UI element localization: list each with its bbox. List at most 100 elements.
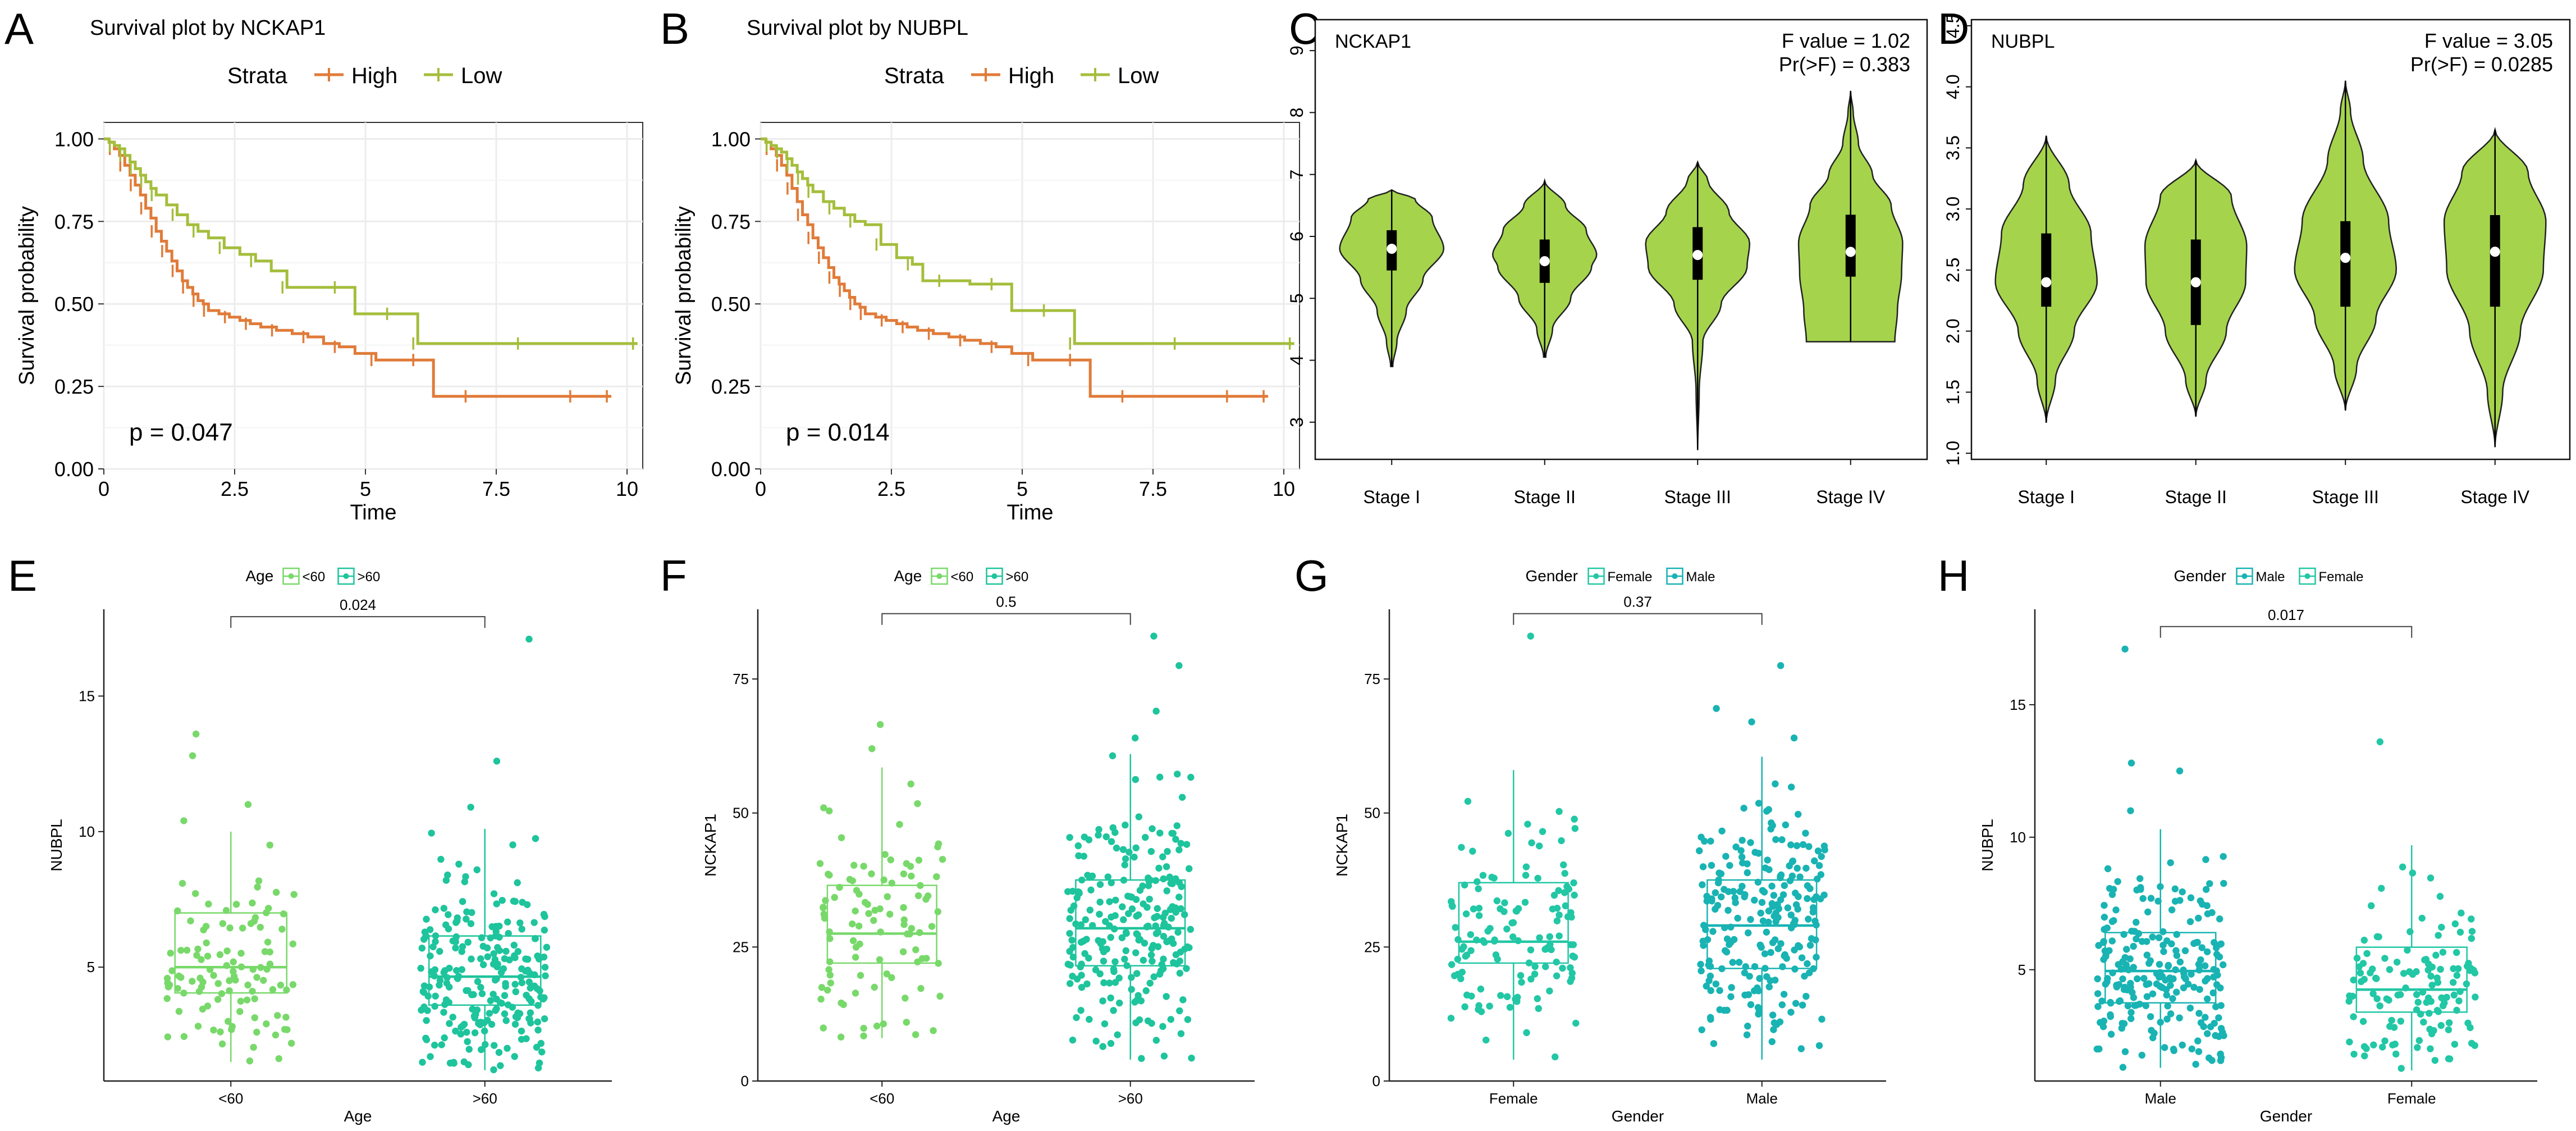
data-point [928,923,936,930]
data-point [1765,918,1772,926]
data-point [2108,937,2116,945]
legend-title: Age [246,567,274,585]
data-point [1561,889,1568,896]
data-point [1080,937,1087,945]
data-point [459,1022,466,1029]
data-point [1716,1006,1723,1014]
data-point [459,943,466,950]
data-point [1119,846,1127,854]
data-point [1493,897,1501,905]
data-point [1134,992,1142,1000]
data-point [511,897,519,905]
data-point [1744,1023,1751,1030]
data-point [1169,880,1176,887]
data-point [2200,1023,2207,1030]
data-point [1188,1054,1195,1062]
data-point [1560,861,1567,869]
data-point [1503,925,1511,933]
data-point [452,944,459,952]
data-point [2095,942,2102,949]
outlier-point [2176,767,2184,775]
data-point [214,980,222,987]
data-point [1796,873,1804,881]
data-point [1177,840,1184,847]
data-point [2094,975,2101,983]
data-point [1567,964,1574,972]
data-point [2438,923,2445,931]
data-point [1159,1023,1166,1030]
data-point [1757,909,1764,917]
data-point [1078,972,1085,979]
data-point [244,981,251,989]
data-point [450,1059,457,1066]
data-point [1818,1015,1825,1023]
data-point [1732,843,1740,851]
data-point [532,935,539,942]
data-point [1546,933,1553,941]
y-tick-label: 15 [79,687,95,704]
y-tick-label: 0.75 [54,210,94,233]
data-point [459,898,466,905]
data-point [492,928,500,936]
data-point [860,1032,867,1039]
data-point [427,952,434,960]
data-point [446,964,453,972]
y-axis-label: Survival probability [15,206,39,385]
data-point [908,925,916,932]
data-point [820,804,827,811]
data-point [1164,848,1171,855]
data-point [2180,973,2188,980]
data-point [2127,1009,2135,1016]
data-point [2184,980,2192,988]
y-tick-label: 25 [733,938,749,955]
x-tick-label: 2.5 [221,477,249,500]
legend-label-low: Low [1118,63,1159,88]
data-point [831,893,838,901]
x-tick-label: Stage II [2165,487,2227,507]
data-point [2156,961,2163,968]
data-point [873,1022,881,1030]
outlier-point [1150,632,1157,640]
data-point [1132,776,1140,783]
data-point [1163,887,1170,895]
data-point [1768,1038,1776,1046]
plot-area [760,122,1300,469]
data-point [1147,951,1155,959]
data-point [2438,994,2445,1002]
data-point [1122,822,1129,829]
outlier-point [180,817,187,824]
data-point [420,982,428,989]
data-point [2203,948,2211,956]
data-point [2212,1032,2219,1039]
violin-iqr-box [2490,215,2500,307]
data-point [2211,939,2218,946]
data-point [2147,1013,2154,1020]
data-point [1454,955,1461,963]
data-point [2206,880,2213,887]
data-point [1168,829,1175,837]
significance-bracket [1513,613,1763,625]
data-point [1069,1036,1077,1044]
data-point [1539,828,1546,835]
data-point [226,977,233,984]
data-point [210,1027,217,1034]
data-point [2420,1018,2427,1026]
data-point [1175,879,1183,887]
data-point [249,899,256,907]
data-point [437,856,445,863]
data-point [534,952,541,960]
y-axis-label: NUBPL [1979,819,1996,871]
outlier-point [467,804,474,811]
x-axis-label: Age [992,1107,1021,1125]
data-point [1705,961,1712,969]
y-tick-label: 0.00 [711,458,751,481]
data-point [1107,994,1114,1002]
data-point [2350,976,2357,984]
data-point [2188,970,2195,978]
data-point [2388,1016,2395,1024]
data-point [280,910,287,918]
data-point [2101,901,2108,909]
data-point [1536,934,1543,942]
data-point [477,955,484,963]
y-tick-label: 5 [1287,293,1307,303]
